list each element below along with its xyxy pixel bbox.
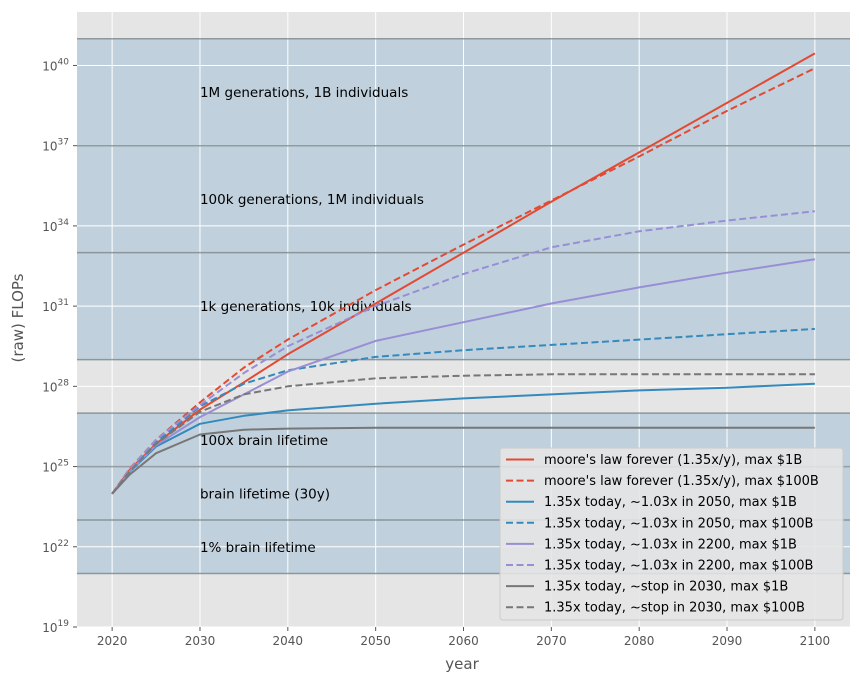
- y-tick-base: 10: [42, 380, 57, 394]
- x-tick-label: 2070: [536, 634, 567, 648]
- x-tick-label: 2040: [273, 634, 304, 648]
- y-tick-base: 10: [42, 541, 57, 555]
- band-label-5: 1% brain lifetime: [200, 540, 316, 556]
- y-tick-exponent: 28: [58, 378, 70, 388]
- y-tick-exponent: 31: [58, 298, 69, 308]
- y-tick-base: 10: [42, 59, 57, 73]
- y-tick-exponent: 19: [58, 619, 70, 629]
- y-tick-label: 1022: [42, 539, 69, 555]
- y-tick-base: 10: [42, 220, 57, 234]
- y-tick-exponent: 34: [58, 218, 70, 228]
- y-tick-label: 1025: [42, 459, 69, 475]
- legend-label-6: 1.35x today, ~stop in 2030, max $1B: [544, 580, 788, 595]
- y-tick-base: 10: [42, 300, 57, 314]
- y-tick-exponent: 40: [58, 57, 70, 67]
- legend-label-7: 1.35x today, ~stop in 2030, max $100B: [544, 601, 805, 616]
- x-tick-label: 2090: [712, 634, 743, 648]
- y-tick-label: 1028: [42, 378, 69, 394]
- band-label-0: 1M generations, 1B individuals: [200, 85, 408, 101]
- band-label-3: 100x brain lifetime: [200, 433, 328, 449]
- series-line-5: [111, 210, 816, 495]
- y-tick-label: 1031: [42, 298, 69, 314]
- y-tick-base: 10: [42, 140, 57, 154]
- y-tick-exponent: 37: [58, 138, 69, 148]
- y-tick-base: 10: [42, 621, 57, 635]
- legend-box: [499, 447, 844, 621]
- y-tick-exponent: 25: [58, 459, 69, 469]
- y-tick-label: 1034: [42, 218, 69, 234]
- series-line-0: [111, 52, 816, 495]
- x-tick-label: 2020: [97, 634, 128, 648]
- x-tick-label: 2050: [360, 634, 391, 648]
- y-axis-label: (raw) FLOPs: [9, 273, 27, 362]
- band-label-4: brain lifetime (30y): [200, 486, 330, 502]
- series-line-7: [111, 373, 815, 495]
- x-tick-label: 2060: [448, 634, 479, 648]
- legend-label-0: moore's law forever (1.35x/y), max $1B: [544, 453, 802, 468]
- x-tick-label: 2080: [624, 634, 655, 648]
- x-tick-label: 2100: [800, 634, 831, 648]
- y-tick-base: 10: [42, 461, 57, 475]
- legend-label-3: 1.35x today, ~1.03x in 2050, max $100B: [544, 516, 813, 531]
- x-axis-label: year: [445, 655, 479, 673]
- y-tick-exponent: 22: [58, 539, 69, 549]
- legend-label-2: 1.35x today, ~1.03x in 2050, max $1B: [544, 495, 797, 510]
- band-label-1: 100k generations, 1M individuals: [200, 192, 424, 208]
- series-line-6: [111, 426, 815, 495]
- band-label-2: 1k generations, 10k individuals: [200, 299, 412, 315]
- legend-label-5: 1.35x today, ~1.03x in 2200, max $100B: [544, 559, 813, 574]
- x-tick-label: 2030: [185, 634, 216, 648]
- legend-label-4: 1.35x today, ~1.03x in 2200, max $1B: [544, 537, 797, 552]
- y-tick-label: 1037: [42, 138, 69, 154]
- series-line-3: [111, 327, 815, 495]
- y-tick-label: 1019: [42, 619, 69, 635]
- legend-label-1: moore's law forever (1.35x/y), max $100B: [544, 474, 819, 489]
- y-tick-label: 1040: [42, 57, 69, 73]
